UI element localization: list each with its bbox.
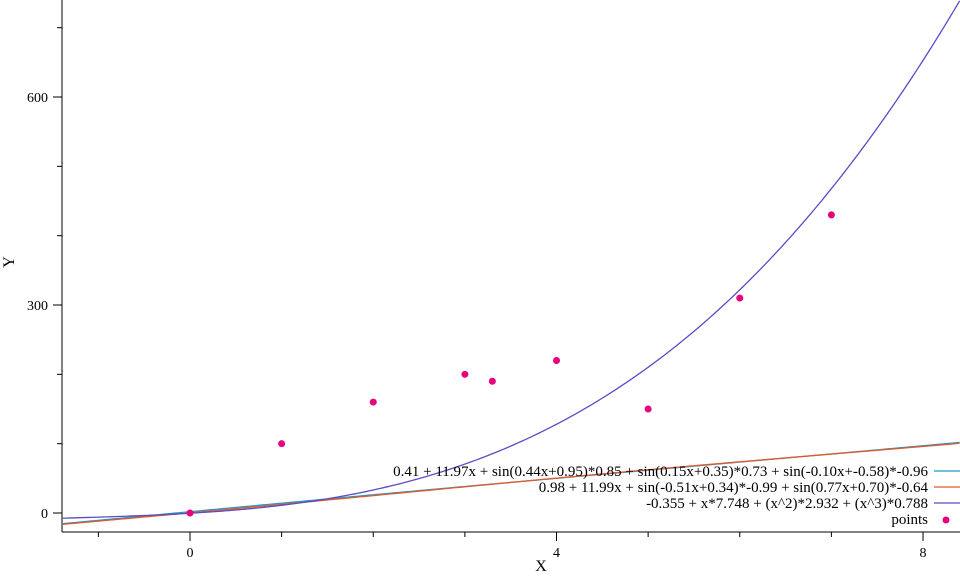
x-tick-label: 8 <box>920 546 927 561</box>
data-point <box>644 405 652 413</box>
data-point <box>553 356 560 364</box>
legend-label: 0.41 + 11.97x + sin(0.44x+0.95)*0.85 + s… <box>393 464 928 480</box>
legend-label: 0.98 + 11.99x + sin(-0.51x+0.34)*-0.99 +… <box>539 480 929 496</box>
axes: 0 4 8 0 300 600 <box>27 0 960 561</box>
legend: 0.41 + 11.97x + sin(0.44x+0.95)*0.85 + s… <box>393 464 960 528</box>
data-point <box>461 370 469 378</box>
data-point <box>278 440 286 448</box>
series-line-fit2 <box>62 442 960 526</box>
series-line-fit3 <box>62 0 960 519</box>
plot-area <box>62 0 960 526</box>
data-point <box>827 211 835 219</box>
data-point <box>488 377 496 385</box>
x-axis-label: X <box>535 558 547 575</box>
data-point <box>369 398 377 406</box>
y-tick-label: 300 <box>27 299 48 314</box>
y-axis-label: Y <box>1 256 18 268</box>
legend-label: -0.355 + x*7.748 + (x^2)*2.932 + (x^3)*0… <box>646 496 928 512</box>
y-tick-label: 0 <box>41 507 48 522</box>
data-point <box>186 509 194 517</box>
data-point <box>736 294 744 302</box>
x-tick-label: 4 <box>553 546 560 561</box>
y-tick-label: 600 <box>27 91 48 106</box>
legend-label: points <box>891 512 928 528</box>
x-tick-label: 0 <box>187 546 194 561</box>
legend-swatch-point <box>942 516 950 524</box>
